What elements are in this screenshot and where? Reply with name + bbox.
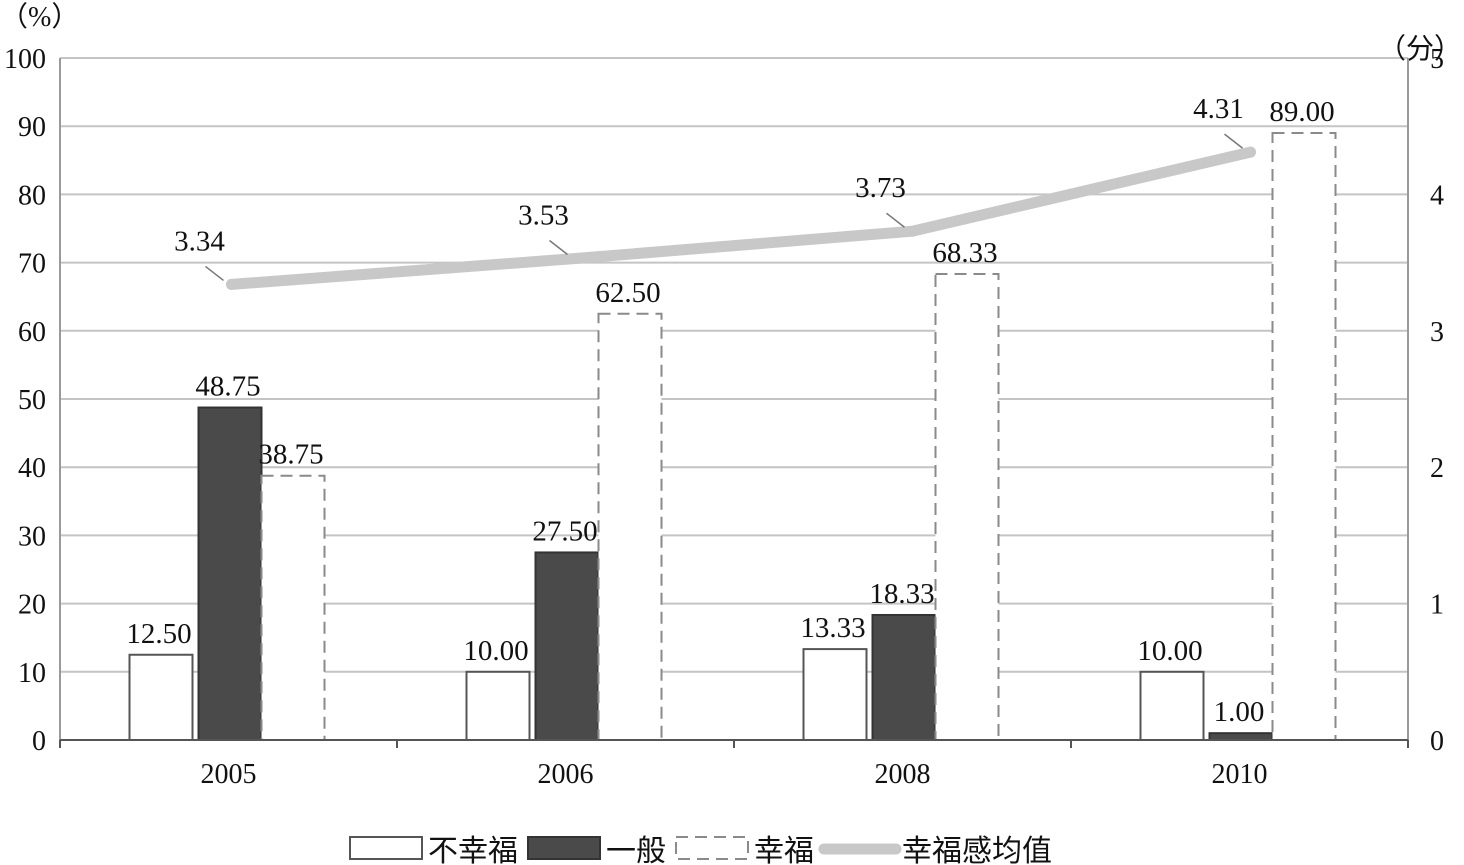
y-right-tick-label: 2: [1430, 453, 1444, 484]
data-labels: 12.50 48.75 38.75 10.00 27.50 62.50 13.3318.33…: [126, 93, 1334, 728]
x-tick-label: 2005: [201, 759, 257, 790]
mean-line-point: [907, 225, 918, 237]
x-tick-label: 2010: [1212, 759, 1268, 790]
bar-dashed: [597, 312, 663, 741]
bar-dashed: [934, 272, 1000, 741]
y-left-tick-label: 100: [4, 44, 46, 75]
y-right-unit-label: （分）: [1378, 33, 1462, 65]
bar-data-label: 12.50: [126, 618, 191, 650]
bar-outline: [802, 648, 868, 742]
y-right-tick-label: 1: [1430, 590, 1444, 621]
y-right-tick-label: 0: [1430, 726, 1444, 757]
bars: [128, 132, 1337, 742]
y-left-tick-label: 60: [18, 317, 46, 348]
bar-data-label: 27.50: [532, 515, 597, 547]
y-left-tick-label: 50: [18, 385, 46, 416]
legend-label: 幸福感均值: [902, 834, 1052, 865]
mean-label-leader: [549, 239, 568, 256]
legend-swatch-solid: [527, 836, 601, 860]
bar-solid: [1208, 732, 1274, 741]
mean-line-group: [205, 133, 1256, 290]
legend-swatch-dashed: [675, 836, 749, 860]
legend-label: 不幸福: [428, 834, 518, 865]
mean-line: [226, 146, 1256, 290]
bar-data-label: 10.00: [463, 635, 528, 667]
bar-outline: [465, 670, 531, 741]
mean-label-leader: [1224, 133, 1243, 149]
legend-label: 幸福: [754, 834, 814, 865]
bar-outline: [1139, 670, 1205, 741]
bar-dashed: [260, 474, 326, 741]
y-left-tick-label: 10: [18, 658, 46, 689]
bar-data-label: 10.00: [1137, 635, 1202, 667]
mean-line-point: [570, 253, 581, 265]
bar-data-label: 89.00: [1269, 96, 1334, 128]
y-left-tick-label: 30: [18, 521, 46, 552]
y-left-tick-label: 0: [32, 726, 46, 757]
y-right-tick-label: 4: [1430, 180, 1444, 211]
x-tick-label: 2006: [538, 759, 594, 790]
bar-solid: [534, 551, 600, 742]
y-left-tick-label: 40: [18, 453, 46, 484]
bar-data-label: 38.75: [258, 439, 323, 471]
bar-solid: [871, 613, 937, 741]
mean-data-label: 3.34: [174, 225, 225, 257]
mean-data-label: 3.73: [855, 172, 906, 204]
bar-data-label: 48.75: [195, 371, 260, 403]
x-tick-label: 2008: [875, 759, 931, 790]
axes: 0 10 20 30 40 50 60 70 80 90 100 0 1 2 3 4 5 （%） （分） 2005 20…: [0, 1, 1462, 790]
mean-line-point: [226, 278, 237, 290]
y-left-tick-label: 80: [18, 180, 46, 211]
mean-label-leader: [205, 265, 224, 282]
mean-label-leader: [886, 212, 905, 228]
bar-solid: [197, 406, 263, 741]
bar-dashed: [1271, 132, 1337, 741]
bar-data-label: 62.50: [595, 277, 660, 309]
legend-swatch-outline: [349, 836, 423, 860]
bar-data-label: 68.33: [932, 237, 997, 269]
mean-data-label: 3.53: [518, 200, 569, 232]
bar-data-label: 13.33: [800, 612, 865, 644]
bar-data-label: 18.33: [869, 578, 934, 610]
y-right-tick-label: 3: [1430, 317, 1444, 348]
mean-line-point: [1245, 146, 1256, 158]
y-right-tick-label: 5: [1430, 44, 1444, 75]
y-left-tick-label: 20: [18, 590, 46, 621]
bar-outline: [128, 653, 194, 741]
legend: 不幸福 一般 幸福 幸福感均值: [349, 834, 1052, 865]
legend-label: 一般: [606, 834, 666, 865]
y-left-unit-label: （%）: [0, 1, 79, 33]
mean-data-label: 4.31: [1193, 93, 1244, 125]
bar-data-label: 1.00: [1214, 696, 1265, 728]
y-left-tick-label: 70: [18, 249, 46, 280]
y-left-tick-label: 90: [18, 112, 46, 143]
